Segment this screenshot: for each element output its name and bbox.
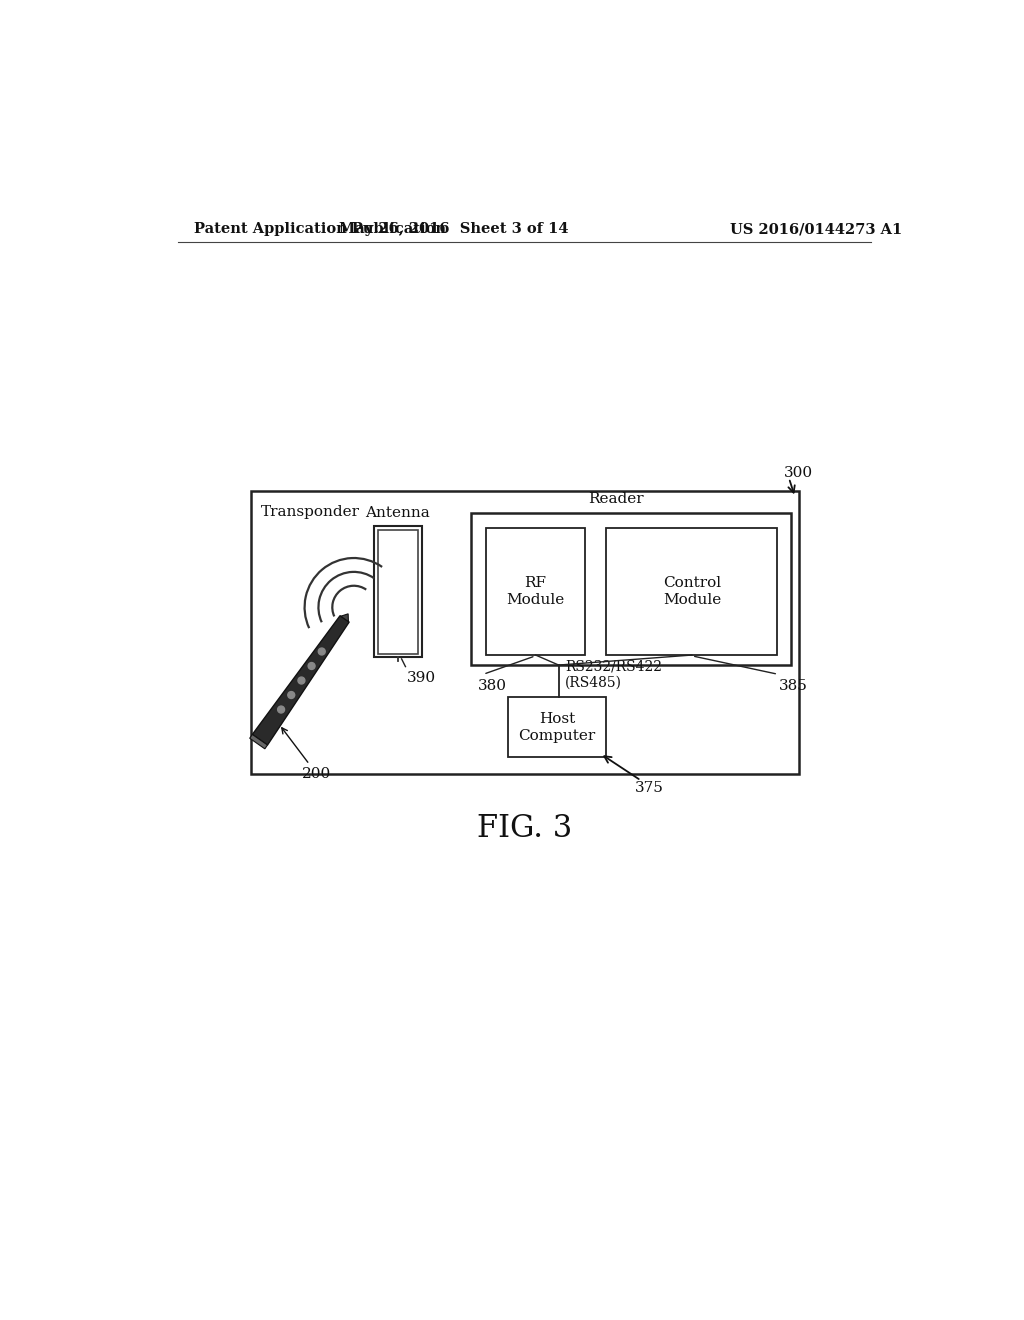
Bar [374,527,422,657]
Text: RS232/RS422
(RS485): RS232/RS422 (RS485) [565,659,662,689]
Text: Reader: Reader [588,492,643,507]
Circle shape [318,648,326,655]
Bar [252,491,799,775]
Polygon shape [250,734,267,748]
Circle shape [308,663,315,669]
Bar [508,697,606,758]
Text: 375: 375 [635,780,664,795]
Text: US 2016/0144273 A1: US 2016/0144273 A1 [730,222,902,236]
Bar [378,531,418,653]
Text: 200: 200 [282,727,332,781]
Text: FIG. 3: FIG. 3 [477,813,572,843]
Text: 390: 390 [407,671,436,685]
Text: 380: 380 [478,678,507,693]
Text: 300: 300 [783,466,813,479]
Text: Control
Module: Control Module [663,577,721,607]
Text: Host
Computer: Host Computer [518,713,596,743]
Text: Patent Application Publication: Patent Application Publication [194,222,445,236]
Text: May 26, 2016  Sheet 3 of 14: May 26, 2016 Sheet 3 of 14 [339,222,568,236]
Bar [471,512,792,665]
Bar [486,528,585,655]
Polygon shape [252,615,349,744]
Circle shape [288,692,295,698]
Bar [606,528,777,655]
Circle shape [278,706,285,713]
Text: Transponder: Transponder [261,506,359,519]
Polygon shape [341,614,348,622]
Circle shape [298,677,305,684]
Text: 385: 385 [779,678,808,693]
Text: Antenna: Antenna [366,507,430,520]
Text: RF
Module: RF Module [507,577,564,607]
